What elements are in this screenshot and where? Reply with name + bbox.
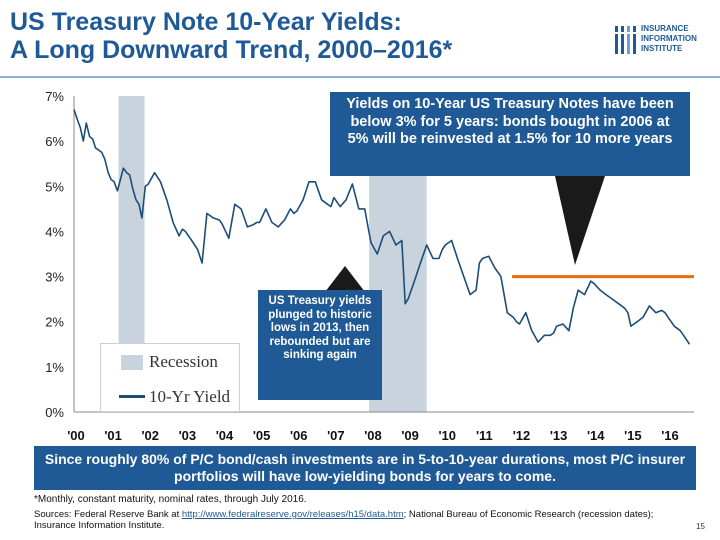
y-tick-label: 4% (45, 224, 64, 239)
x-tick-label: '01 (104, 428, 122, 443)
x-tick-label: '04 (216, 428, 234, 443)
x-tick-label: '13 (550, 428, 568, 443)
x-tick-label: '06 (290, 428, 308, 443)
x-tick-label: '11 (476, 428, 493, 443)
logo-text: INSURANCE INFORMATION INSTITUTE (641, 24, 697, 54)
x-tick-label: '15 (624, 428, 642, 443)
sources-suffix: ; National Bureau of Economic Research (… (34, 509, 654, 531)
callout-pointer-top (555, 176, 605, 265)
y-tick-labels: 0% 1% 2% 3% 4% 5% 6% 7% (45, 89, 64, 420)
y-tick-label: 0% (45, 405, 64, 420)
logo-line-1: INSURANCE (641, 24, 689, 33)
x-tick-label: '08 (364, 428, 382, 443)
key-takeaway-banner: Since roughly 80% of P/C bond/cash inves… (34, 446, 696, 490)
iii-logo: INSURANCE INFORMATION INSTITUTE (614, 22, 714, 60)
x-tick-label: '12 (513, 428, 531, 443)
chart-legend: Recession 10-Yr Yield (100, 343, 240, 412)
x-tick-labels: '00 '01 '02 '03 '04 '05 '06 '07 '08 '09 '10 '11 '12 '… (67, 428, 679, 443)
sources-prefix: Sources: Federal Reserve Bank at (34, 509, 182, 520)
y-tick-label: 3% (45, 270, 64, 285)
legend-yield-swatch (119, 395, 145, 398)
x-tick-label: '03 (179, 428, 197, 443)
logo-line-2: INFORMATION (641, 34, 697, 43)
x-tick-label: '05 (253, 428, 271, 443)
y-tick-label: 1% (45, 360, 64, 375)
legend-yield-label: 10-Yr Yield (149, 387, 231, 406)
y-tick-label: 7% (45, 89, 64, 104)
footnote: *Monthly, constant maturity, nominal rat… (34, 494, 307, 505)
legend-recession-label: Recession (149, 352, 218, 371)
x-tick-label: '10 (438, 428, 456, 443)
series-group (73, 109, 691, 345)
sources-note: Sources: Federal Reserve Bank at http://… (34, 509, 674, 531)
y-tick-label: 6% (45, 134, 64, 149)
y-tick-label: 2% (45, 315, 64, 330)
callout-low-yields: Yields on 10-Year US Treasury Notes have… (330, 92, 690, 176)
x-tick-label: '09 (401, 428, 419, 443)
title-line-1: US Treasury Note 10-Year Yields: (10, 8, 402, 36)
series-line-10yr-yield (73, 109, 691, 345)
callout-pointer-middle (325, 266, 365, 292)
title-line-2: A Long Downward Trend, 2000–2016* (10, 36, 453, 64)
logo-line-3: INSTITUTE (641, 44, 683, 53)
header-divider (0, 76, 720, 78)
iii-logo-icon (614, 26, 638, 54)
page-number: 15 (696, 522, 705, 531)
x-tick-label: '00 (67, 428, 85, 443)
x-tick-label: '07 (327, 428, 345, 443)
legend-recession-swatch (121, 355, 143, 370)
callout-pointers (325, 176, 605, 292)
x-tick-label: '16 (661, 428, 679, 443)
x-tick-label: '02 (141, 428, 159, 443)
x-tick-label: '14 (587, 428, 605, 443)
federal-reserve-link[interactable]: http://www.federalreserve.gov/releases/h… (181, 509, 404, 520)
callout-historic-lows: US Treasury yields plunged to historic l… (258, 290, 382, 400)
chart-axes (73, 96, 694, 413)
page-title: US Treasury Note 10-Year Yields: A Long … (10, 8, 570, 64)
y-tick-label: 5% (45, 179, 64, 194)
